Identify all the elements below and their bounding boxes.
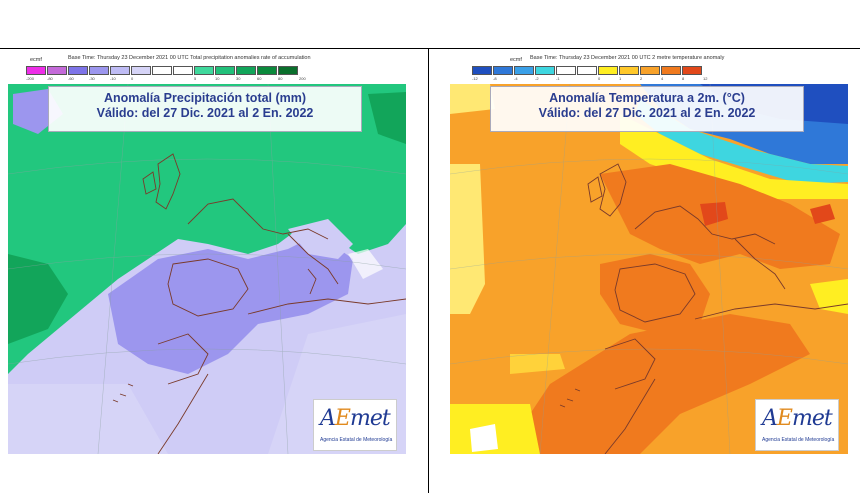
temperature-legend-swatch: [619, 66, 639, 75]
temperature-legend-swatch: [535, 66, 555, 75]
temperature-title-box: Anomalía Temperatura a 2m. (°C) Válido: …: [490, 86, 804, 132]
temperature-legend-ticks: -12 -8 -4 -2 -1 0 1 2 4 8 12: [472, 76, 724, 81]
temperature-legend-swatch: [661, 66, 681, 75]
precipitation-legend-swatch: [47, 66, 67, 75]
precipitation-legend-swatch: [257, 66, 277, 75]
temperature-legend-tick: 8: [682, 76, 685, 81]
temperature-legend-swatch: [577, 66, 597, 75]
temperature-legend-tick: -1: [556, 76, 560, 81]
temperature-legend-swatch: [640, 66, 660, 75]
temperature-legend-swatch: [556, 66, 576, 75]
precipitation-legend-swatch: [278, 66, 298, 75]
precipitation-legend-swatch: [68, 66, 88, 75]
precipitation-legend-swatch: [26, 66, 46, 75]
precipitation-legend-swatch: [89, 66, 109, 75]
temperature-legend-tick: [577, 76, 598, 81]
precipitation-legend-tick: -10: [110, 76, 116, 81]
temperature-title: Anomalía Temperatura a 2m. (°C): [549, 91, 745, 105]
temperature-legend-swatch: [598, 66, 618, 75]
temperature-header-text: Base Time: Thursday 23 December 2021 00 …: [530, 55, 725, 61]
precipitation-legend-tick: -200: [26, 76, 35, 81]
temperature-legend-tick: -12: [472, 76, 478, 81]
temperature-anomaly-map: ecmf Base Time: Thursday 23 December 202…: [450, 54, 848, 454]
temperature-legend-tick: 2: [640, 76, 643, 81]
temperature-legend-swatch: [493, 66, 513, 75]
precipitation-legend-tick: 80: [278, 76, 283, 81]
top-divider: [0, 48, 860, 49]
temperature-legend-tick: 12: [703, 76, 708, 81]
temperature-legend-tick: -2: [535, 76, 539, 81]
precipitation-legend: [26, 66, 298, 75]
precipitation-legend-tick: [152, 76, 173, 81]
precipitation-legend-tick: -30: [89, 76, 95, 81]
precipitation-title: Anomalía Precipitación total (mm): [103, 91, 307, 105]
temperature-legend-tick: -4: [514, 76, 518, 81]
precipitation-legend-swatch: [173, 66, 193, 75]
precipitation-legend-swatch: [236, 66, 256, 75]
temperature-legend-swatch: [682, 66, 702, 75]
temperature-legend-tick: 0: [598, 76, 601, 81]
temperature-legend-swatch: [514, 66, 534, 75]
temperature-validity: Válido: del 27 Dic. 2021 al 2 En. 2022: [538, 106, 756, 120]
aemet-logo-wordmark: AEmet: [320, 406, 391, 431]
precipitation-header-text: Base Time: Thursday 23 December 2021 00 …: [68, 55, 311, 61]
aemet-logo-wordmark-right: AEmet: [762, 406, 833, 431]
temperature-legend-tick: 4: [661, 76, 664, 81]
aemet-logo: AEmet Agencia Estatal de Meteorología: [313, 399, 397, 451]
temperature-source-label: ecmf: [510, 57, 522, 63]
aemet-logo-right: AEmet Agencia Estatal de Meteorología: [755, 399, 839, 451]
temperature-legend-tick: 1: [619, 76, 622, 81]
precipitation-legend-ticks: -200 -80 -60 -30 -10 0 5 10 30 60 80 200: [26, 76, 320, 81]
precipitation-validity: Válido: del 27 Dic. 2021 al 2 En. 2022: [96, 106, 314, 120]
precipitation-legend-swatch: [215, 66, 235, 75]
precipitation-legend-tick: 30: [236, 76, 241, 81]
precipitation-legend-swatch: [110, 66, 130, 75]
precipitation-legend-tick: -80: [47, 76, 53, 81]
temperature-legend-swatch: [472, 66, 492, 75]
precipitation-legend-tick: 10: [215, 76, 220, 81]
precipitation-legend-swatch: [152, 66, 172, 75]
center-divider: [428, 48, 429, 493]
temperature-legend-tick: -8: [493, 76, 497, 81]
aemet-logo-subtitle-right: Agencia Estatal de Meteorología: [762, 437, 835, 443]
precipitation-anomaly-map: ecmf Base Time: Thursday 23 December 202…: [8, 54, 406, 454]
precipitation-legend-tick: 5: [194, 76, 197, 81]
temperature-legend: [472, 66, 702, 75]
precipitation-legend-tick: 60: [257, 76, 262, 81]
aemet-logo-subtitle: Agencia Estatal de Meteorología: [320, 437, 393, 443]
precipitation-source-label: ecmf: [30, 57, 42, 63]
precipitation-title-box: Anomalía Precipitación total (mm) Válido…: [48, 86, 362, 132]
precipitation-legend-tick: [173, 76, 194, 81]
precipitation-legend-tick: 200: [299, 76, 306, 81]
precipitation-legend-tick: -60: [68, 76, 74, 81]
precipitation-legend-tick: 0: [131, 76, 134, 81]
precipitation-legend-swatch: [194, 66, 214, 75]
precipitation-legend-swatch: [131, 66, 151, 75]
